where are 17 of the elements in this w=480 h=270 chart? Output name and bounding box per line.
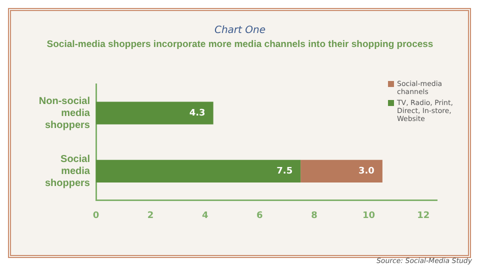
x-tick-label: 0 [92,210,100,221]
data-label: 4.3 [189,108,206,118]
chart-title: Chart One [213,25,267,36]
x-tick-label: 8 [311,210,318,221]
data-label: 3.0 [358,166,374,176]
y-tick-label: Social media shoppers [44,154,90,189]
x-tick-label: 6 [256,210,263,221]
bar [96,102,214,124]
bar [300,160,382,182]
y-tick-label: Non-social media shoppers [38,96,90,131]
bar [96,160,301,182]
x-tick-label: 4 [202,210,208,221]
x-tick-label: 2 [147,210,154,221]
chart-subtitle: Social-media shoppers incorporate more media channels into their shopping process [46,39,434,50]
data-label: 7.5 [276,166,293,176]
x-tick-label: 12 [417,210,430,221]
x-tick-label: 10 [362,210,376,221]
